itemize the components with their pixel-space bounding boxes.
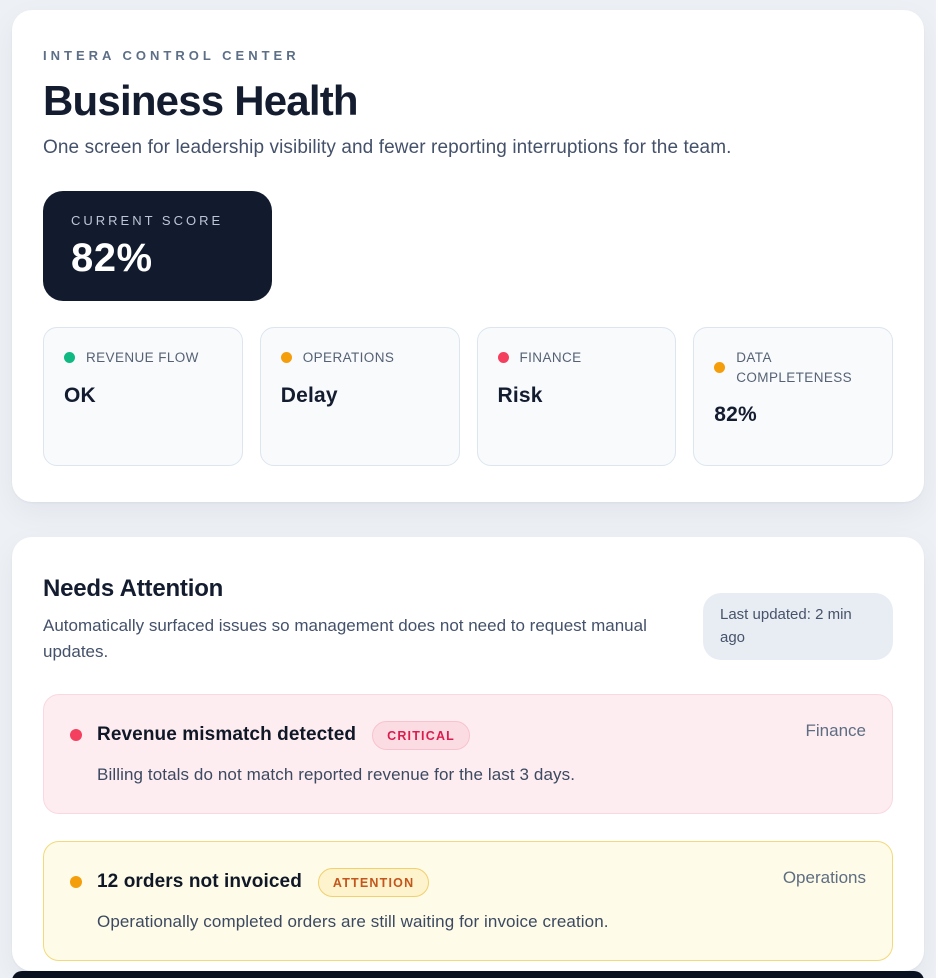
last-updated-badge: Last updated: 2 min ago (703, 593, 893, 660)
metric-head: DATA COMPLETENESS (714, 348, 872, 387)
metric-label: DATA COMPLETENESS (736, 350, 853, 385)
section-subtitle: Automatically surfaced issues so managem… (43, 616, 647, 662)
metric-value: OK (64, 383, 96, 407)
metric-label: REVENUE FLOW (86, 350, 199, 365)
alert-header-row: Revenue mismatch detected CRITICAL Finan… (70, 720, 866, 750)
alert-title: 12 orders not invoiced (97, 871, 302, 893)
status-dot-amber-icon (280, 352, 292, 364)
metric-card-data-completeness: DATA COMPLETENESS 82% (693, 327, 893, 466)
next-section-top-edge (12, 971, 924, 978)
alert-item-revenue-mismatch[interactable]: Revenue mismatch detected CRITICAL Finan… (43, 693, 893, 814)
alert-title: Revenue mismatch detected (97, 724, 357, 746)
needs-attention-header-text: Needs Attention Automatically surfaced i… (43, 575, 683, 666)
status-dot-green-icon (64, 352, 75, 364)
metric-card-revenue-flow: REVENUE FLOW OK (43, 327, 243, 466)
severity-badge-attention: ATTENTION (317, 867, 430, 897)
metric-head: REVENUE FLOW (64, 348, 222, 368)
alert-dot-rose-icon (70, 729, 82, 742)
needs-attention-header: Needs Attention Automatically surfaced i… (43, 575, 893, 666)
current-score-value: 82% (71, 236, 153, 280)
severity-badge-critical: CRITICAL (372, 720, 471, 750)
metric-label: FINANCE (519, 350, 582, 365)
app-eyebrow: INTERA CONTROL CENTER (43, 48, 300, 63)
metric-card-operations: OPERATIONS Delay (259, 327, 460, 466)
status-metrics-row: REVENUE FLOW OK OPERATIONS Delay FINANCE… (43, 327, 893, 466)
metric-value: 82% (714, 403, 757, 427)
current-score-chip: CURRENT SCORE 82% (43, 191, 272, 301)
status-dot-rose-icon (497, 352, 509, 364)
section-title: Needs Attention (43, 575, 224, 602)
business-health-card: INTERA CONTROL CENTER Business Health On… (12, 10, 924, 502)
metric-card-finance: FINANCE Risk (476, 327, 677, 466)
metric-value: Risk (497, 383, 543, 407)
current-score-label: CURRENT SCORE (71, 213, 224, 228)
metric-label: OPERATIONS (302, 350, 395, 365)
metric-head: OPERATIONS (280, 348, 439, 368)
page-title: Business Health (43, 77, 359, 124)
alert-department: Operations (782, 867, 866, 887)
alert-header-row: 12 orders not invoiced ATTENTION Operati… (70, 867, 866, 897)
page-subtitle: One screen for leadership visibility and… (43, 137, 732, 158)
alert-item-orders-not-invoiced[interactable]: 12 orders not invoiced ATTENTION Operati… (43, 840, 893, 961)
metric-head: FINANCE (497, 348, 656, 368)
metric-value: Delay (280, 383, 338, 407)
alert-description: Operationally completed orders are still… (97, 911, 609, 931)
alert-description: Billing totals do not match reported rev… (97, 764, 576, 784)
status-dot-amber-icon (714, 362, 726, 374)
alerts-list: Revenue mismatch detected CRITICAL Finan… (43, 693, 893, 961)
alert-department: Finance (805, 720, 866, 740)
alert-dot-amber-icon (70, 876, 82, 889)
needs-attention-card: Needs Attention Automatically surfaced i… (12, 537, 924, 971)
